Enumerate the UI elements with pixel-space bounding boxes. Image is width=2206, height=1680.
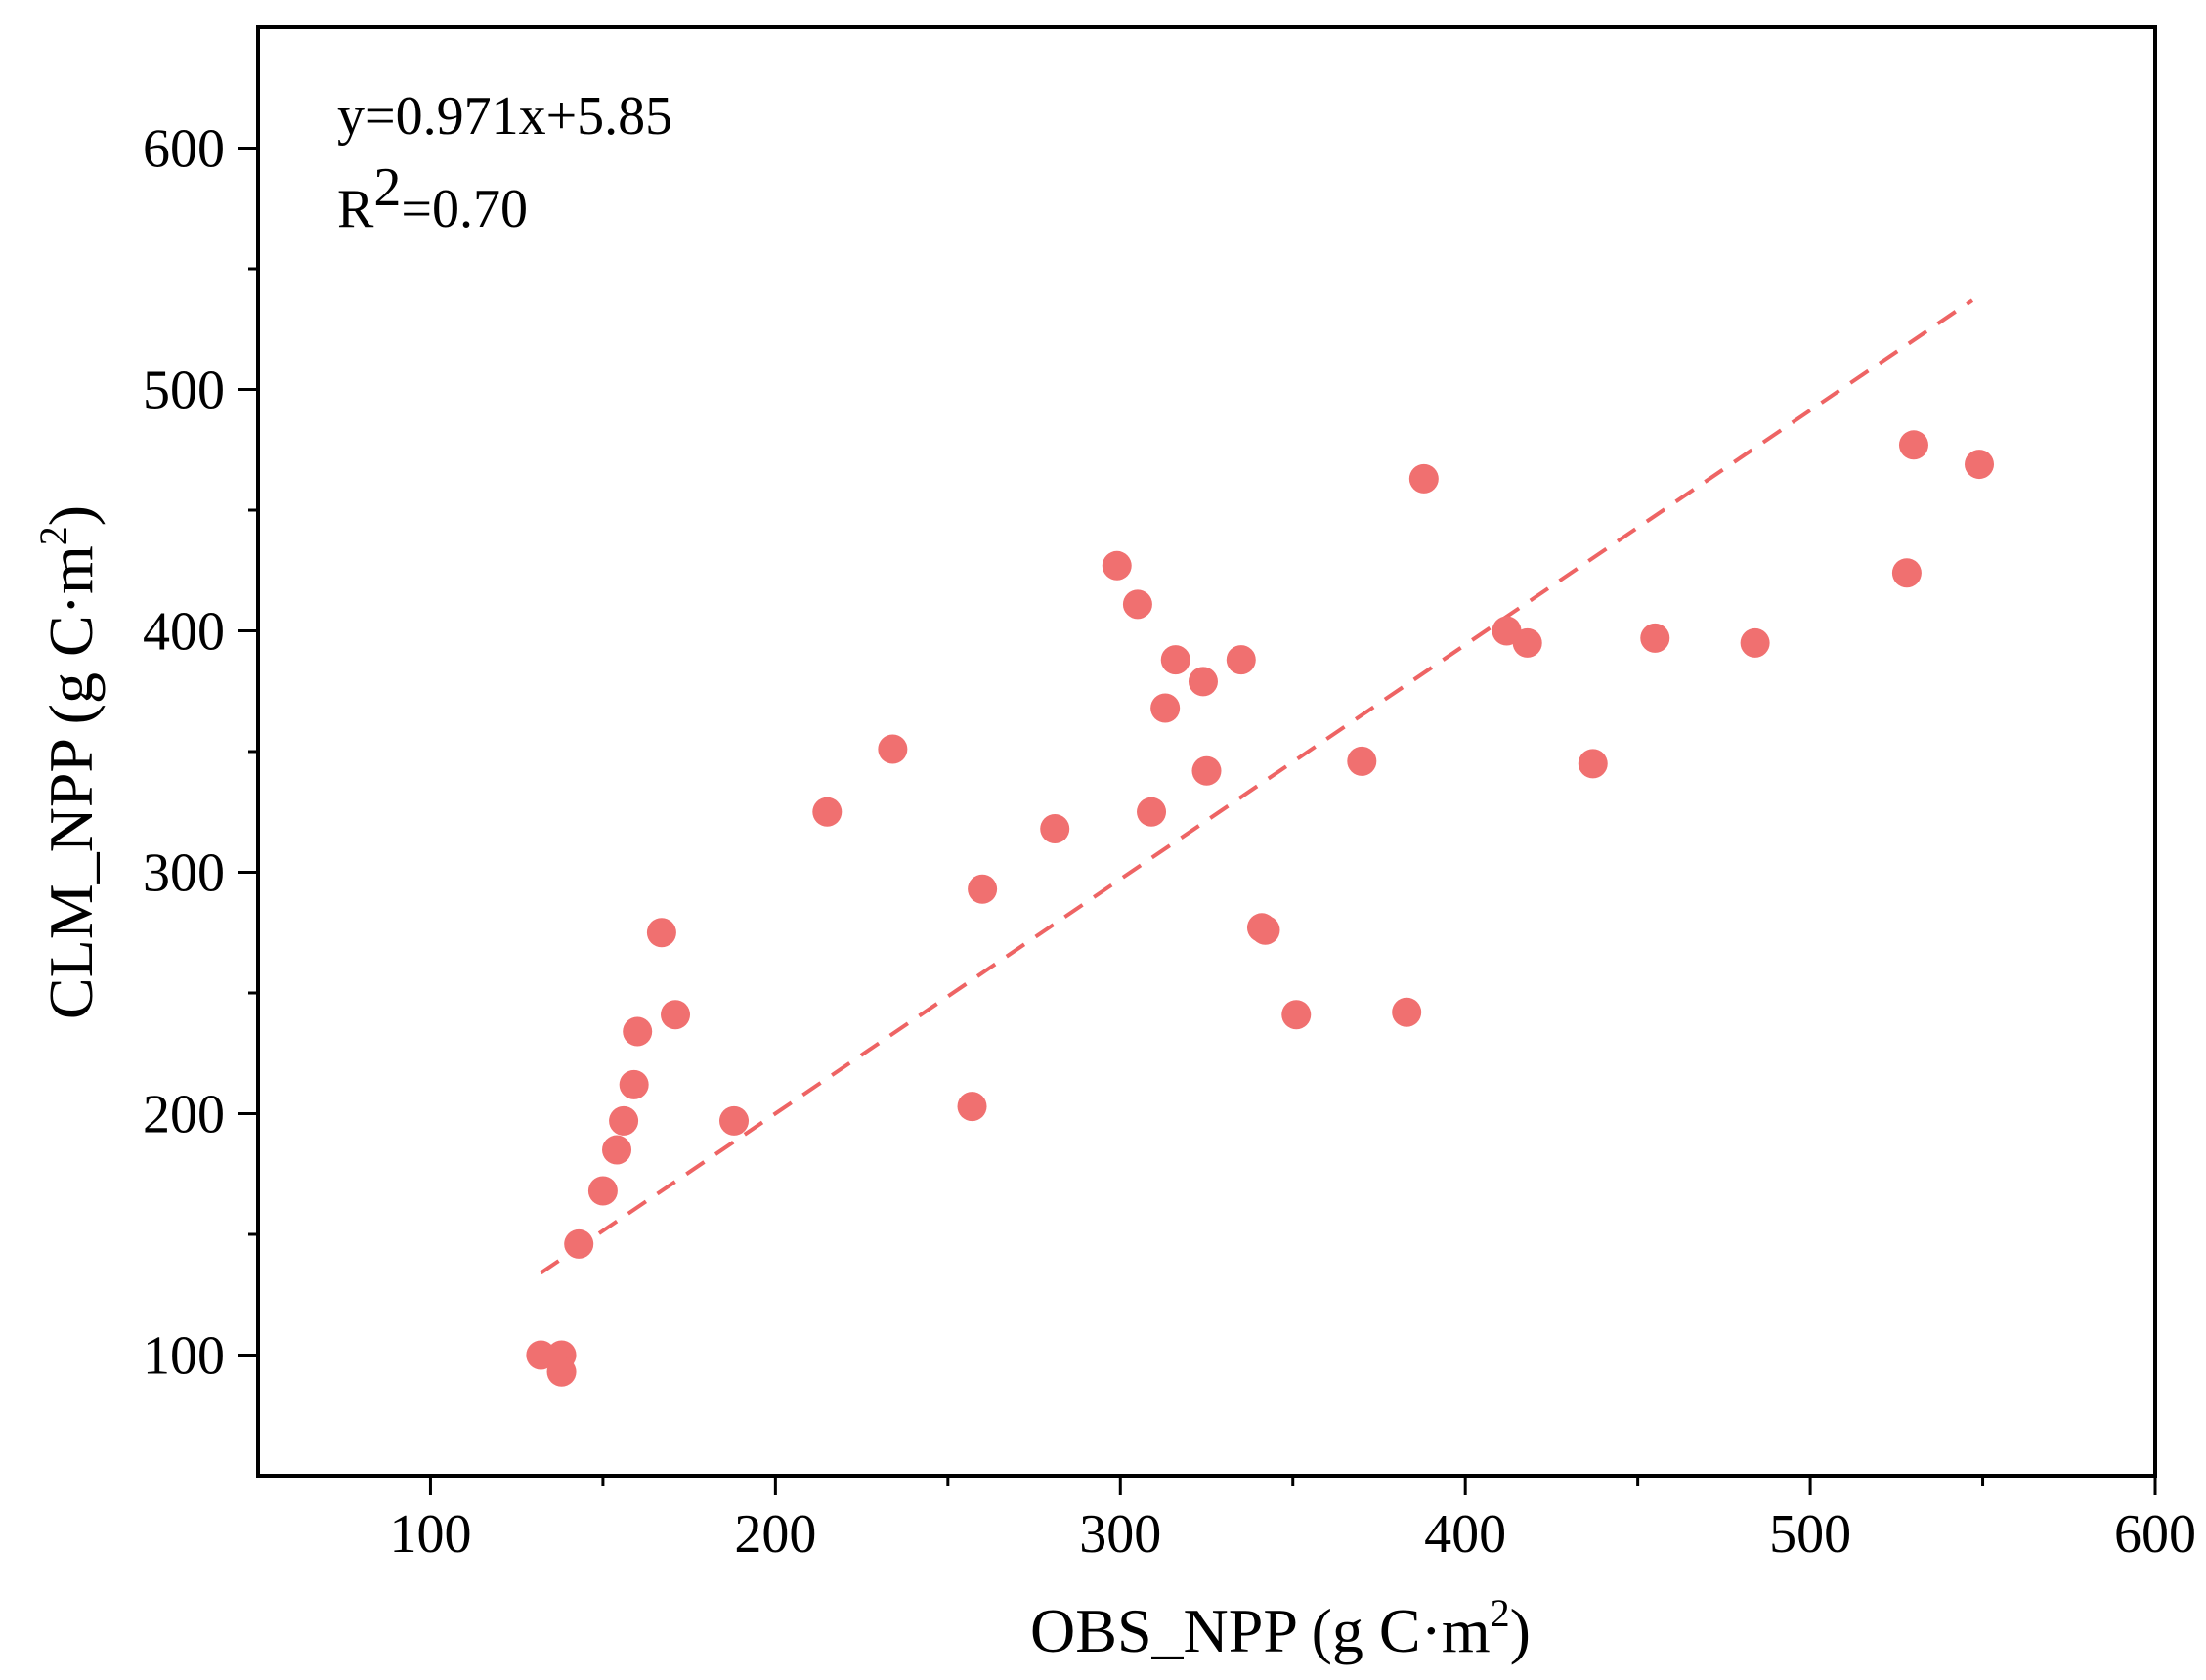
data-point [587, 1176, 618, 1206]
regression-fit-line [540, 298, 1974, 1275]
x-axis-title: OBS_NPP (g C·m2) [1030, 1591, 1531, 1665]
y-tick-label: 100 [143, 1326, 225, 1387]
y-axis-title-sup: 2 [31, 526, 75, 545]
data-point [1578, 749, 1608, 779]
data-point [526, 1340, 556, 1370]
x-axis-title-tail: ) [1510, 1596, 1531, 1665]
y-tick-label: 200 [143, 1085, 225, 1145]
x-tick-label: 300 [1079, 1504, 1161, 1565]
data-point [1392, 997, 1422, 1027]
x-axis-title-main: OBS_NPP (g C·m [1030, 1596, 1491, 1665]
data-point [1226, 645, 1256, 675]
y-tick-label: 500 [143, 361, 225, 421]
x-axis-title-sup: 2 [1491, 1591, 1510, 1635]
data-point [1250, 915, 1280, 945]
data-point [1891, 558, 1922, 588]
data-point [1512, 627, 1542, 658]
data-point [1188, 667, 1218, 697]
data-point [1965, 450, 1995, 480]
data-point [957, 1092, 987, 1122]
data-point [1408, 463, 1439, 494]
data-point [1122, 589, 1152, 620]
data-point [878, 734, 908, 764]
r-squared-sup: 2 [373, 157, 401, 218]
data-point [619, 1069, 649, 1099]
data-point [1150, 693, 1181, 723]
x-tick-label: 500 [1769, 1504, 1851, 1565]
data-point [602, 1135, 632, 1165]
x-tick-label: 400 [1424, 1504, 1506, 1565]
regression-equation: y=0.971x+5.85 [337, 86, 672, 147]
axis-ticks-group: 100 200 300 400 500 600 100 200 300 400 500 600 [143, 119, 2196, 1566]
y-axis-title-tail: ) [36, 505, 106, 526]
data-point [1191, 755, 1222, 786]
data-point [1640, 623, 1670, 653]
fit-line-group [540, 298, 1974, 1275]
x-tick-label: 200 [734, 1504, 816, 1565]
data-point [1102, 550, 1132, 581]
data-point [1281, 1000, 1312, 1030]
data-point [1740, 627, 1770, 658]
data-point [646, 918, 676, 948]
y-tick-label: 300 [143, 843, 225, 904]
data-point [661, 1000, 691, 1030]
data-point [1347, 746, 1377, 776]
data-point [1160, 645, 1190, 675]
y-axis-title: CLM_NPP (g C·m2) [31, 505, 106, 1019]
data-point [1898, 430, 1928, 460]
data-point [812, 797, 843, 827]
r-squared-label: R2=0.70 [337, 157, 528, 239]
data-point [1040, 814, 1070, 844]
y-tick-label: 600 [143, 119, 225, 180]
x-tick-label: 100 [389, 1504, 471, 1565]
r-squared-prefix: R [337, 179, 374, 239]
data-point [564, 1228, 594, 1259]
y-tick-label: 400 [143, 602, 225, 663]
data-point [609, 1105, 639, 1136]
data-points-group [526, 430, 1995, 1387]
data-point [546, 1357, 577, 1387]
r-squared-value: =0.70 [401, 179, 528, 239]
data-point [623, 1016, 653, 1047]
data-point [1137, 797, 1167, 827]
data-point [968, 874, 998, 904]
y-axis-title-main: CLM_NPP (g C·m [36, 545, 106, 1019]
x-tick-label: 600 [2114, 1504, 2196, 1565]
data-point [719, 1105, 750, 1136]
